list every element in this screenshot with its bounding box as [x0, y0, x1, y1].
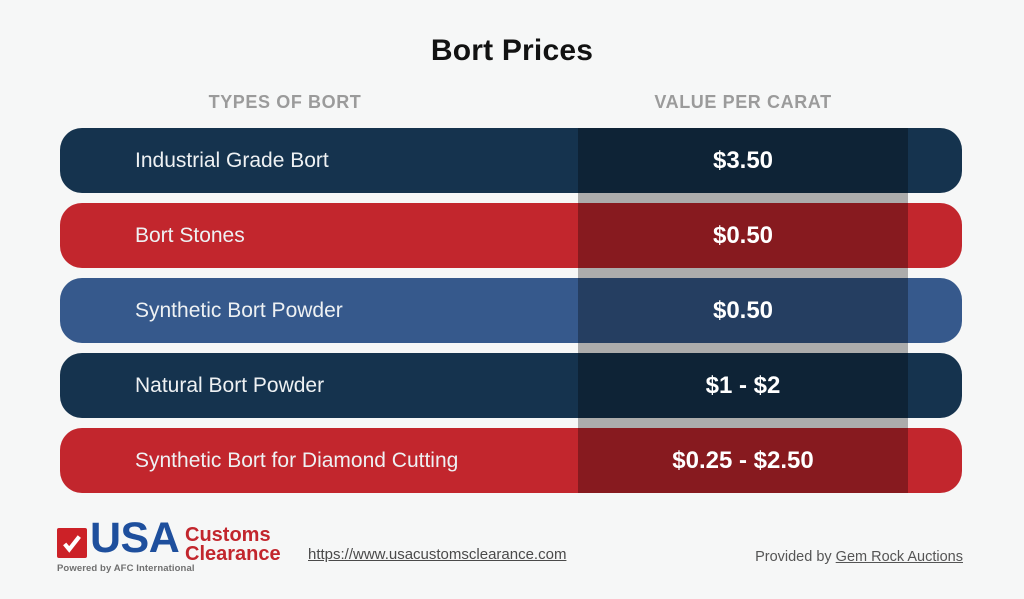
row-type-label: Synthetic Bort for Diamond Cutting — [135, 449, 459, 472]
table-row: Industrial Grade Bort $3.50 — [60, 128, 962, 193]
logo-usa-text: USA — [90, 514, 180, 562]
row-type-label: Industrial Grade Bort — [135, 149, 329, 172]
provided-by: Provided by Gem Rock Auctions — [755, 549, 963, 565]
row-type-label: Natural Bort Powder — [135, 374, 325, 397]
provided-by-prefix: Provided by — [755, 549, 836, 565]
website-link[interactable]: https://www.usacustomsclearance.com — [308, 546, 567, 563]
usa-customs-clearance-logo: USA Customs Clearance Powered by AFC Int… — [57, 517, 292, 579]
column-headers: TYPES OF BORT VALUE PER CARAT — [60, 92, 962, 116]
row-value-label: $0.25 - $2.50 — [672, 447, 814, 474]
column-header-types: TYPES OF BORT — [208, 92, 362, 112]
logo-customs-clearance-text: Customs Clearance — [185, 524, 281, 565]
gem-rock-auctions-link[interactable]: Gem Rock Auctions — [835, 549, 963, 565]
logo-powered-by-text: Powered by AFC International — [57, 563, 195, 574]
table-row: Natural Bort Powder $1 - $2 — [60, 353, 962, 418]
value-column-overlay — [578, 128, 908, 493]
logo-customs-text: Customs — [185, 524, 271, 546]
check-icon — [57, 528, 87, 558]
row-value-label: $0.50 — [712, 297, 774, 324]
row-value-label: $0.50 — [712, 222, 774, 249]
table-rows: Industrial Grade Bort $3.50 Bort Stones … — [60, 128, 962, 503]
column-header-value: VALUE PER CARAT — [654, 92, 832, 112]
row-type-label: Bort Stones — [135, 224, 245, 247]
row-value-label: $1 - $2 — [705, 372, 781, 399]
page-title: Bort Prices — [430, 34, 594, 67]
table-row: Bort Stones $0.50 — [60, 203, 962, 268]
row-value-label: $3.50 — [712, 147, 774, 174]
table-row: Synthetic Bort Powder $0.50 — [60, 278, 962, 343]
logo-clearance-text: Clearance — [185, 543, 281, 565]
table-row: Synthetic Bort for Diamond Cutting $0.25… — [60, 428, 962, 493]
row-type-label: Synthetic Bort Powder — [135, 299, 343, 322]
